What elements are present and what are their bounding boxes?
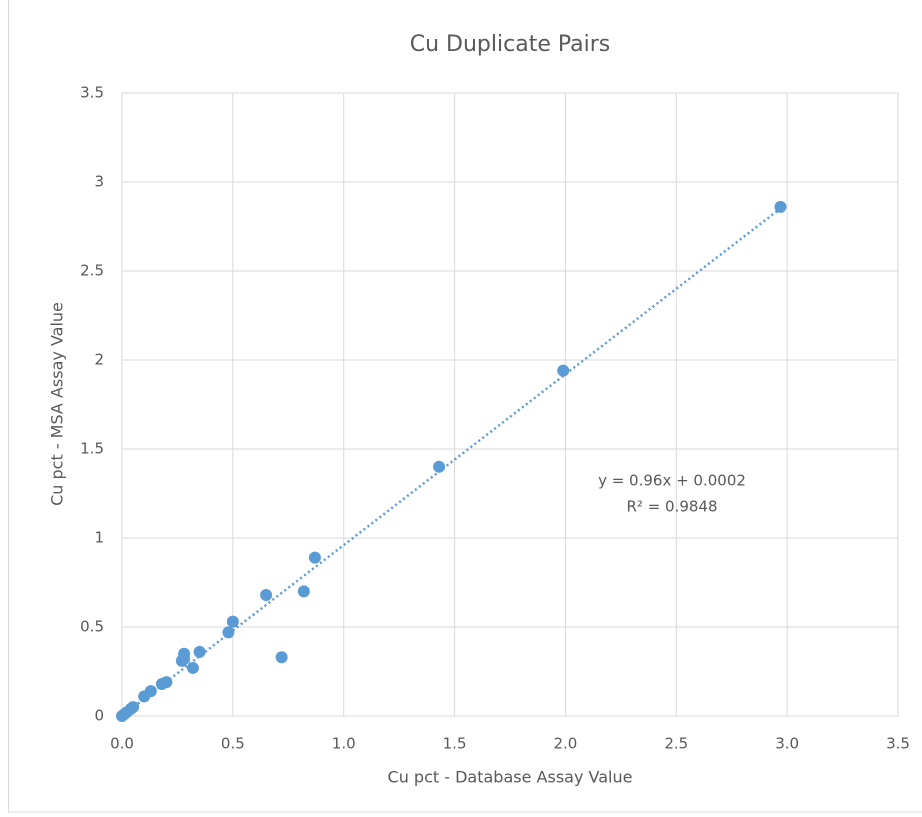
x-tick-label: 2.5 xyxy=(664,735,688,753)
x-tick-label: 1.0 xyxy=(332,735,356,753)
chart-title: Cu Duplicate Pairs xyxy=(410,32,610,57)
point xyxy=(260,588,273,601)
x-tick-label: 0.5 xyxy=(221,735,245,753)
point xyxy=(138,690,151,703)
y-tick-label: 0.5 xyxy=(80,618,104,636)
point xyxy=(116,710,128,722)
point xyxy=(178,653,191,666)
chart-border xyxy=(8,0,922,813)
trendline-equation: y = 0.96x + 0.0002 xyxy=(598,472,746,490)
y-tick-label: 2.5 xyxy=(80,262,104,280)
trendline-r-squared: R² = 0.9848 xyxy=(626,498,717,516)
y-tick-label: 1.5 xyxy=(80,440,104,458)
trendline xyxy=(121,207,782,717)
point xyxy=(308,551,321,564)
x-tick-label: 1.5 xyxy=(443,735,467,753)
point xyxy=(557,364,570,377)
point xyxy=(193,645,206,658)
point xyxy=(226,615,239,628)
point xyxy=(275,651,288,664)
x-tick-label: 3.5 xyxy=(886,735,910,753)
y-axis-title: Cu pct - MSA Assay Value xyxy=(48,302,67,506)
x-axis-title: Cu pct - Database Assay Value xyxy=(388,768,633,787)
y-tick-label: 3.5 xyxy=(80,84,104,102)
point xyxy=(186,661,199,674)
point xyxy=(774,200,787,213)
y-tick-label: 0 xyxy=(94,707,104,725)
point xyxy=(155,677,168,690)
point xyxy=(433,460,446,473)
x-tick-label: 0.0 xyxy=(110,735,134,753)
point xyxy=(297,585,310,598)
y-tick-label: 3 xyxy=(94,173,104,191)
x-tick-label: 3.0 xyxy=(775,735,799,753)
x-tick-label: 2.0 xyxy=(553,735,577,753)
point xyxy=(222,626,235,639)
y-tick-label: 1 xyxy=(94,529,104,547)
y-tick-label: 2 xyxy=(94,351,104,369)
